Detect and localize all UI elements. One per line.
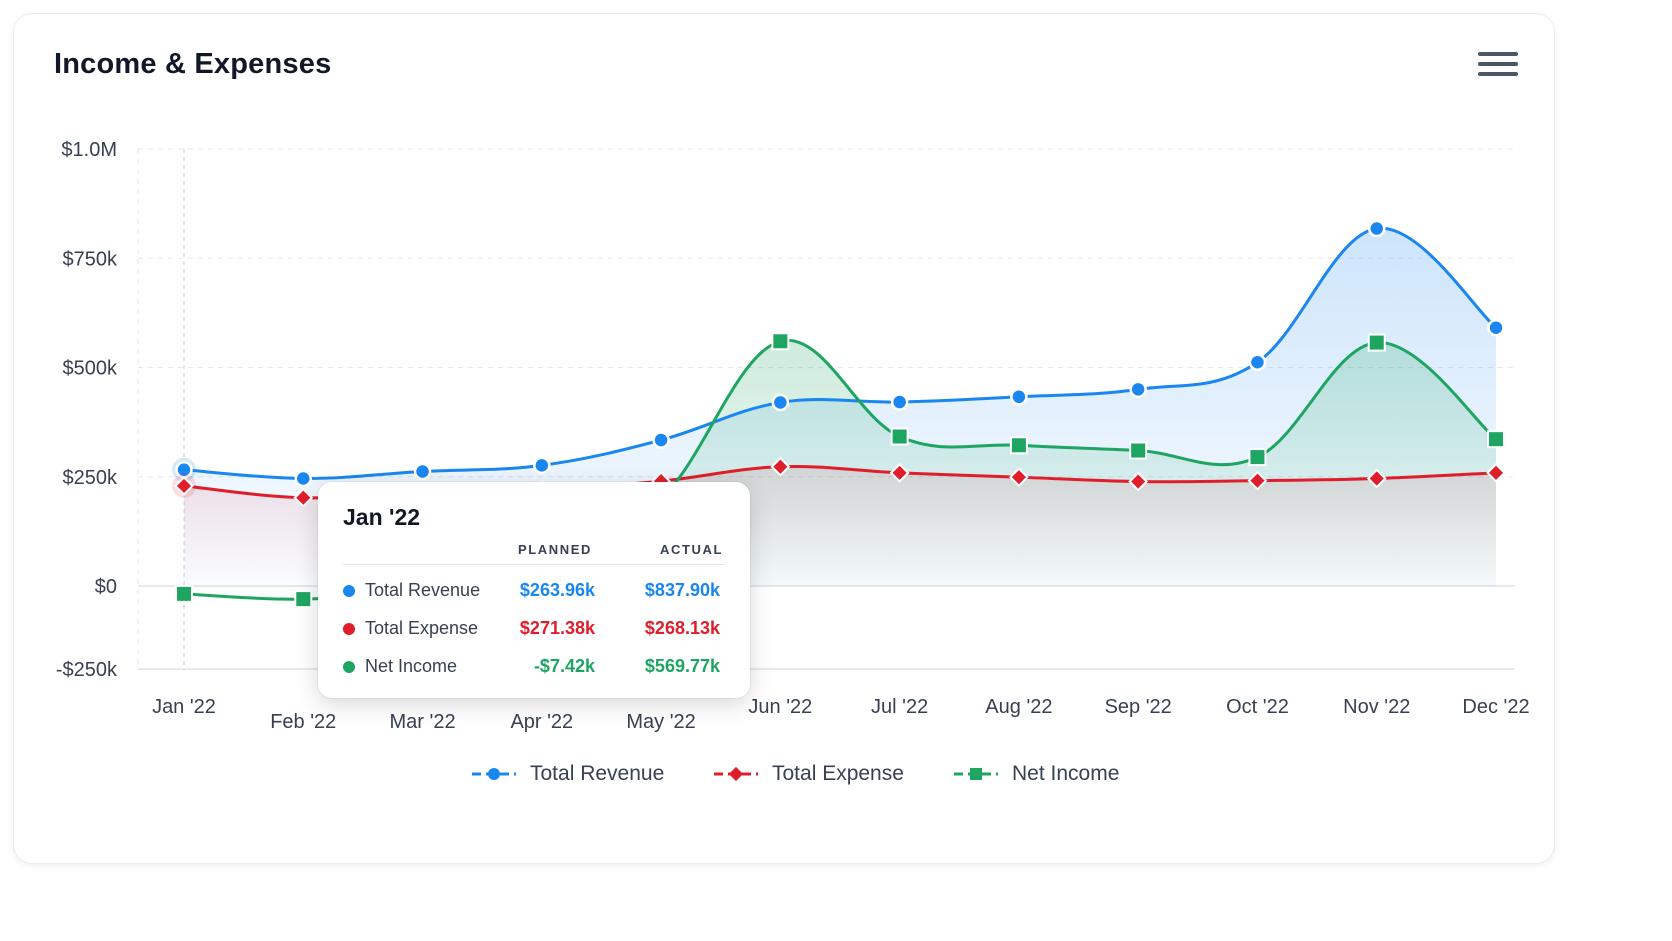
data-point-revenue[interactable]: [1010, 388, 1028, 406]
data-point-revenue[interactable]: [1248, 353, 1267, 372]
y-tick-label: $500k: [63, 358, 118, 380]
legend-label: Total Expense: [772, 762, 904, 785]
x-tick-label: Jun '22: [748, 696, 812, 718]
y-tick-label: -$250k: [56, 659, 118, 681]
data-point-net[interactable]: [1009, 436, 1028, 455]
legend-revenue-icon: [472, 768, 516, 780]
revenue-dot-icon: [343, 585, 355, 597]
tooltip-divider: [343, 564, 725, 565]
tooltip-planned-value: -$7.42k: [533, 656, 595, 676]
y-tick-label: $250k: [63, 467, 118, 489]
data-point-expense[interactable]: [889, 462, 910, 483]
data-point-expense[interactable]: [1128, 471, 1149, 492]
x-tick-label: Oct '22: [1226, 696, 1289, 718]
legend-label: Net Income: [1012, 762, 1120, 785]
x-tick-label: Sep '22: [1105, 696, 1172, 718]
x-tick-label: Feb '22: [270, 711, 336, 733]
x-tick-label: Aug '22: [985, 696, 1052, 718]
data-point-expense[interactable]: [1247, 470, 1268, 491]
data-point-expense[interactable]: [1009, 467, 1029, 488]
tooltip-actual-value: $569.77k: [644, 656, 720, 676]
tooltip-col-actual: ACTUAL: [660, 542, 724, 557]
x-tick-label: May '22: [626, 711, 695, 733]
data-point-expense[interactable]: [174, 476, 194, 496]
tooltip-row-expense: Total Expense $271.38k $268.13k: [343, 614, 725, 644]
data-point-revenue[interactable]: [1487, 318, 1505, 337]
tooltip-row-net: Net Income -$7.42k $569.77k: [343, 652, 725, 682]
x-tick-label: Dec '22: [1462, 696, 1529, 718]
y-tick-label: $0: [95, 576, 117, 598]
tooltip-col-planned: PLANNED: [518, 542, 593, 557]
legend-label: Total Revenue: [530, 762, 665, 785]
data-point-net[interactable]: [1248, 448, 1267, 467]
tooltip-actual-value: $268.13k: [644, 618, 720, 638]
legend-net-icon: [954, 768, 998, 780]
data-point-revenue[interactable]: [652, 431, 670, 449]
x-tick-label: Mar '22: [390, 711, 456, 733]
tooltip-title: Jan '22: [343, 504, 421, 530]
data-point-revenue[interactable]: [413, 462, 432, 481]
tooltip-row-label: Total Expense: [365, 618, 479, 638]
x-tick-label: Jan '22: [152, 696, 216, 718]
y-tick-label: $750k: [63, 248, 118, 270]
data-point-revenue[interactable]: [771, 393, 790, 412]
data-point-revenue[interactable]: [1129, 380, 1147, 399]
net-dot-icon: [343, 661, 355, 673]
data-point-expense[interactable]: [770, 456, 791, 477]
expense-dot-icon: [343, 623, 355, 635]
legend-item-net[interactable]: Net Income: [954, 762, 1119, 786]
data-point-net[interactable]: [771, 332, 790, 351]
tooltip-row-label: Total Revenue: [365, 580, 481, 600]
tooltip-actual-value: $837.90k: [644, 580, 720, 600]
data-point-net[interactable]: [1487, 430, 1505, 449]
data-point-net[interactable]: [1367, 333, 1386, 352]
chart-title: Income & Expenses: [54, 48, 332, 80]
tooltip-planned-value: $263.96k: [519, 580, 595, 600]
data-point-net[interactable]: [175, 584, 193, 603]
x-tick-label: Apr '22: [510, 711, 573, 733]
legend-item-expense[interactable]: Total Expense: [714, 762, 904, 786]
data-point-revenue[interactable]: [890, 393, 909, 411]
data-point-revenue[interactable]: [1367, 219, 1386, 238]
legend-item-revenue[interactable]: Total Revenue: [472, 762, 664, 786]
tooltip-row-revenue: Total Revenue $263.96k $837.90k: [343, 576, 725, 606]
y-tick-label: $1.0M: [61, 139, 117, 161]
data-point-net[interactable]: [294, 590, 313, 609]
x-tick-label: Jul '22: [871, 696, 928, 718]
legend-expense-icon: [714, 766, 758, 782]
data-point-net[interactable]: [890, 427, 909, 446]
data-point-net[interactable]: [1129, 441, 1148, 460]
x-tick-label: Nov '22: [1343, 696, 1410, 718]
tooltip: Jan '22 PLANNED ACTUAL Total Revenue $26…: [318, 482, 750, 698]
tooltip-planned-value: $271.38k: [519, 618, 595, 638]
data-point-revenue[interactable]: [294, 469, 313, 488]
data-point-expense[interactable]: [1486, 462, 1506, 483]
data-point-revenue[interactable]: [533, 456, 551, 475]
data-point-expense[interactable]: [293, 487, 314, 508]
tooltip-row-label: Net Income: [365, 656, 458, 676]
data-point-expense[interactable]: [1366, 468, 1387, 489]
hamburger-menu-icon[interactable]: [1478, 52, 1518, 86]
